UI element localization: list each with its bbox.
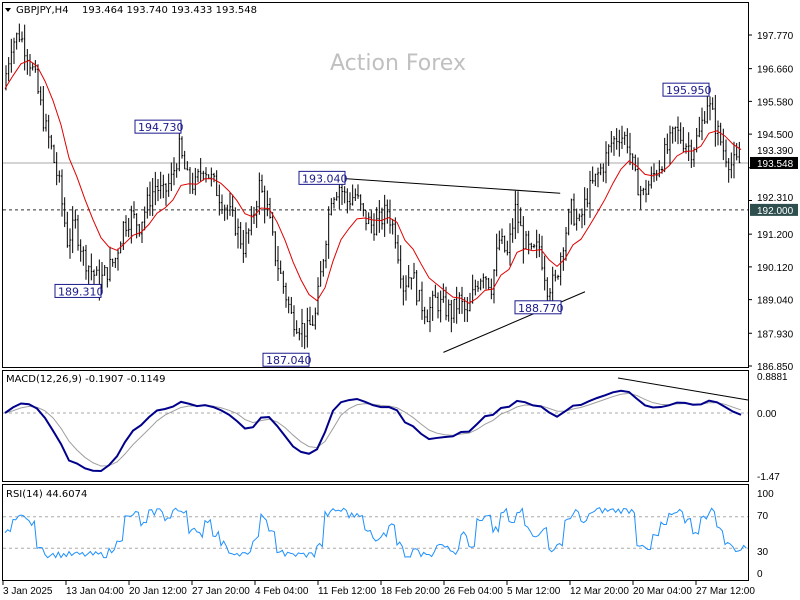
ohlc-values: 193.464 193.740 193.433 193.548 [82, 5, 257, 16]
price-annotation-label: 187.040 [266, 354, 312, 367]
rsi-tick-label: 100 [757, 489, 774, 500]
price-tick-label: 197.770 [757, 31, 794, 42]
macd-tick-label: -1.47 [757, 472, 780, 483]
time-tick-label: 3 Jan 2025 [3, 586, 53, 597]
price-tick-label: 194.500 [757, 130, 794, 141]
rsi-title: RSI(14) 44.6074 [6, 489, 87, 500]
trendline-0 [340, 177, 561, 194]
time-tick-label: 13 Jan 04:00 [66, 586, 124, 597]
price-annotation-box [262, 352, 310, 367]
price-annotation-label: 193.040 [302, 172, 348, 185]
price-tick-label: 192.310 [757, 193, 794, 204]
price-annotation-box [514, 300, 562, 315]
macd-line [4, 389, 742, 473]
rsi-line [4, 507, 747, 559]
time-tick-label: 27 Mar 12:00 [696, 586, 755, 597]
time-tick-label: 20 Mar 04:00 [633, 586, 692, 597]
time-tick-label: 26 Feb 04:00 [444, 586, 503, 597]
price-tick-label: 186.850 [757, 362, 794, 373]
price-tick-label: 189.040 [757, 296, 794, 307]
rsi-tick-label: 0 [757, 569, 763, 580]
main-panel [2, 2, 749, 368]
moving-average-line [4, 59, 742, 304]
price-annotation-box [298, 170, 346, 185]
macd-panel [2, 370, 749, 482]
price-annotation-label: 195.950 [666, 84, 712, 97]
price-tick-label: 190.120 [757, 263, 794, 274]
time-tick-label: 20 Jan 12:00 [129, 586, 187, 597]
time-tick-label: 18 Feb 20:00 [381, 586, 440, 597]
macd-title: MACD(12,26,9) -0.1907 -0.1149 [6, 374, 166, 385]
price-annotation-label: 189.310 [58, 285, 104, 298]
price-annotation-label: 194.730 [138, 121, 184, 134]
price-tick-label: 191.200 [757, 230, 794, 241]
macd-trendline [617, 377, 749, 401]
price-annotation-box [54, 283, 102, 298]
rsi-tick-label: 30 [757, 547, 769, 558]
current-price-tag-label: 193.548 [757, 159, 794, 170]
level-tag [750, 203, 798, 216]
time-tick-label: 4 Feb 04:00 [255, 586, 309, 597]
macd-tick-label: 0.8881 [757, 372, 788, 383]
time-tick-label: 27 Jan 20:00 [192, 586, 250, 597]
rsi-panel [2, 484, 749, 581]
price-tick-label: 196.660 [757, 65, 794, 76]
time-tick-label: 12 Mar 20:00 [570, 586, 629, 597]
current-price-tag [750, 156, 798, 169]
price-annotation-box [662, 82, 710, 97]
price-tick-label: 195.580 [757, 97, 794, 108]
time-tick-label: 11 Feb 12:00 [318, 586, 377, 597]
level-tag-label: 192.000 [757, 206, 794, 217]
collapse-triangle-icon[interactable] [5, 8, 11, 12]
price-tick-label: 193.390 [757, 146, 794, 157]
symbol-label: GBPJPY,H4 [16, 5, 69, 16]
rsi-tick-label: 70 [757, 511, 769, 522]
price-tick-label: 187.930 [757, 329, 794, 340]
macd-tick-label: 0.00 [757, 409, 777, 420]
price-annotation-label: 188.770 [518, 302, 564, 315]
time-tick-label: 5 Mar 12:00 [507, 586, 561, 597]
price-annotation-box [134, 119, 182, 134]
watermark: Action Forex [330, 51, 466, 76]
